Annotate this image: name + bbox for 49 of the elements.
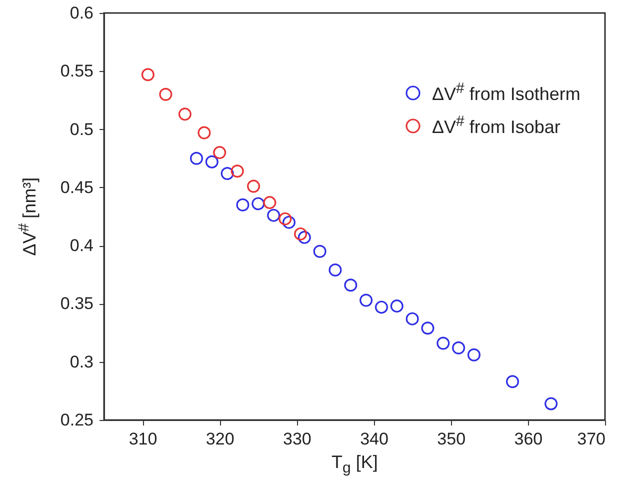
point xyxy=(205,155,218,168)
point xyxy=(236,198,250,212)
point xyxy=(213,146,226,160)
x-tick-label: 340 xyxy=(360,430,388,448)
point xyxy=(178,108,192,121)
legend-label: ΔV$^{#}$ from Isobar xyxy=(432,113,560,138)
x-tick-label: 320 xyxy=(206,430,234,448)
y-tick-label: 0.4 xyxy=(70,236,94,256)
x-tick-label: 310 xyxy=(128,430,158,448)
point xyxy=(263,196,276,210)
x-tick-label: 370 xyxy=(577,430,606,448)
point xyxy=(230,164,244,178)
point xyxy=(298,230,311,244)
point xyxy=(390,300,404,313)
point xyxy=(220,166,234,180)
point xyxy=(544,397,558,410)
point xyxy=(506,375,520,388)
x-axis-title: T$_{g}$ [K] xyxy=(332,452,378,477)
point xyxy=(247,180,260,193)
y-tick-label: 0.45 xyxy=(60,178,94,197)
point xyxy=(278,212,292,226)
y-tick-label: 0.6 xyxy=(70,4,94,22)
point xyxy=(452,341,466,354)
point xyxy=(328,264,342,276)
point xyxy=(282,216,296,229)
point xyxy=(141,68,154,82)
y-tick-label: 0.5 xyxy=(70,120,94,139)
y-tick-label: 0.55 xyxy=(60,62,94,81)
y-tick-label: 0.3 xyxy=(70,352,94,372)
point xyxy=(374,300,388,314)
point xyxy=(252,197,265,210)
x-tick-label: 330 xyxy=(283,430,312,448)
point xyxy=(436,336,450,350)
point xyxy=(198,126,211,140)
point xyxy=(267,208,280,222)
x-tick-label: 360 xyxy=(514,430,543,448)
point xyxy=(360,294,373,307)
point xyxy=(313,244,326,258)
point xyxy=(421,322,434,335)
legend-label: ΔV$^{#}$ from Isotherm xyxy=(432,80,580,105)
point xyxy=(467,348,480,362)
point xyxy=(159,88,172,101)
y-tick-label: 0.35 xyxy=(60,294,94,314)
x-tick-label: 350 xyxy=(437,430,466,448)
y-tick-label: 0.25 xyxy=(60,410,94,430)
point xyxy=(406,312,419,326)
point xyxy=(344,278,358,292)
point xyxy=(294,227,308,240)
point xyxy=(190,152,203,165)
